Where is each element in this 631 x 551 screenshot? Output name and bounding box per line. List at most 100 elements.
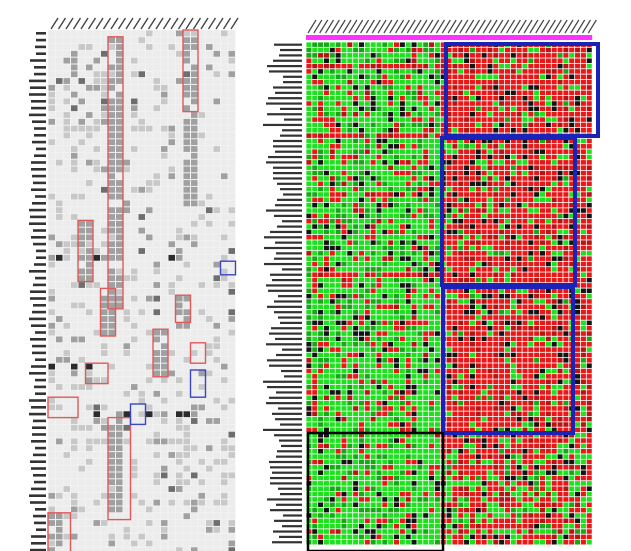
heatmap-cell (370, 288, 376, 294)
heatmap-cell (540, 277, 546, 283)
heatmap-cell (312, 106, 318, 112)
left-cell (116, 152, 123, 159)
heatmap-cell (353, 283, 359, 288)
heatmap-cell (452, 186, 458, 192)
left-cell (86, 465, 93, 472)
heatmap-cell (586, 192, 592, 197)
right-row-label (277, 182, 302, 185)
right-row-label (274, 311, 302, 314)
heatmap-cell (429, 122, 435, 128)
left-cell (108, 118, 115, 125)
heatmap-cell (493, 69, 499, 74)
heatmap-cell (528, 304, 534, 310)
heatmap-cell (434, 63, 440, 69)
heatmap-cell (376, 74, 382, 80)
left-row-label (31, 188, 46, 191)
heatmap-cell (493, 336, 499, 342)
heatmap-cell (405, 144, 411, 149)
left-cell (138, 159, 145, 166)
left-cell (48, 200, 55, 207)
heatmap-cell (563, 176, 569, 181)
left-cell (78, 479, 85, 486)
left-cell (191, 91, 198, 98)
heatmap-cell (323, 240, 329, 245)
heatmap-cell (516, 342, 522, 347)
left-cell (221, 397, 228, 404)
heatmap-cell (458, 106, 464, 112)
heatmap-cell (545, 128, 551, 133)
left-cell (191, 118, 198, 125)
left-cell (86, 64, 93, 71)
left-cell (123, 424, 130, 431)
left-cell (56, 302, 63, 309)
heatmap-cell (347, 240, 353, 245)
left-row-label (31, 168, 46, 171)
heatmap-cell (534, 229, 540, 235)
heatmap-cell (586, 165, 592, 170)
heatmap-cell (434, 245, 440, 251)
right-row-label (271, 327, 302, 330)
heatmap-cell (540, 53, 546, 58)
left-cell (138, 186, 145, 193)
heatmap-cell (434, 261, 440, 267)
heatmap-cell (575, 202, 581, 208)
left-cell (213, 452, 220, 458)
left-cell (138, 465, 145, 472)
left-cell (116, 295, 123, 302)
left-cell (93, 397, 100, 404)
heatmap-cell (469, 47, 475, 53)
heatmap-cell (347, 122, 353, 128)
left-cell (198, 261, 205, 268)
heatmap-cell (534, 160, 540, 165)
left-cell (146, 513, 153, 520)
heatmap-cell (504, 69, 510, 74)
left-cell (63, 377, 70, 384)
left-cell (78, 322, 85, 329)
heatmap-cell (388, 202, 394, 208)
heatmap-cell (510, 256, 516, 261)
heatmap-cell (364, 90, 370, 96)
heatmap-cell (545, 293, 551, 299)
left-cell (101, 146, 108, 152)
heatmap-cell (306, 272, 312, 277)
left-cell (78, 241, 85, 248)
heatmap-cell (429, 272, 435, 277)
left-cell (71, 506, 78, 513)
heatmap-cell (440, 74, 446, 80)
left-cell (131, 506, 138, 513)
heatmap-cell (388, 229, 394, 235)
left-cell (161, 526, 168, 533)
heatmap-cell (347, 154, 353, 160)
heatmap-cell (487, 293, 493, 299)
heatmap-cell (434, 138, 440, 144)
left-cell (206, 91, 213, 98)
heatmap-cell (475, 117, 481, 122)
left-cell (116, 316, 123, 322)
left-cell (86, 540, 93, 547)
left-cell (48, 356, 55, 363)
left-cell (153, 479, 160, 486)
left-cell (213, 458, 220, 465)
left-cell (213, 370, 220, 377)
left-cell (131, 30, 138, 37)
left-cell (71, 431, 78, 438)
left-cell (161, 486, 168, 492)
heatmap-cell (312, 315, 318, 320)
left-cell (56, 159, 63, 166)
left-cell (48, 78, 55, 84)
heatmap-cell (504, 106, 510, 112)
heatmap-cell (341, 283, 347, 288)
right-row-label (270, 509, 302, 512)
heatmap-cell (534, 128, 540, 133)
left-cell (63, 98, 70, 105)
heatmap-cell (323, 224, 329, 229)
heatmap-cell (329, 336, 335, 342)
left-cell (131, 282, 138, 288)
heatmap-cell (545, 299, 551, 304)
heatmap-cell (347, 138, 353, 144)
left-cell (146, 452, 153, 458)
left-cell (176, 520, 183, 526)
heatmap-cell (411, 79, 417, 85)
heatmap-cell (423, 320, 429, 326)
heatmap-cell (452, 331, 458, 336)
